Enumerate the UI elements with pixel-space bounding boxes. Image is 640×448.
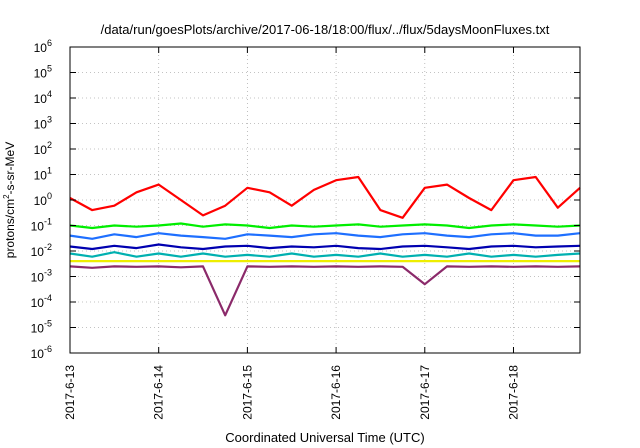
- y-tick-label: 10-5: [31, 319, 52, 336]
- series-line-5: [69, 251, 581, 258]
- x-tick-label: 2017-6-13: [63, 365, 77, 420]
- y-tick-label: 103: [34, 115, 52, 132]
- y-tick-label: 106: [34, 38, 52, 55]
- y-tick-label: 10-2: [31, 242, 52, 259]
- series-line-4: [69, 243, 581, 251]
- x-tick-label: 2017-6-17: [418, 365, 432, 420]
- x-tick-label: 2017-6-15: [240, 365, 254, 420]
- y-tick-label: 10-3: [31, 268, 52, 285]
- y-tick-label: 105: [34, 64, 52, 81]
- y-tick-label: 104: [34, 89, 52, 106]
- y-axis-label-suffix: -s-sr-MeV: [3, 142, 17, 195]
- series-line-1: [69, 175, 581, 219]
- x-tick-label: 2017-6-18: [506, 365, 520, 420]
- y-tick-label: 10-6: [31, 344, 52, 361]
- series-group: [69, 175, 581, 317]
- x-tick-label: 2017-6-16: [329, 365, 343, 420]
- series-line-2: [69, 222, 581, 230]
- y-tick-label: 10-4: [31, 293, 52, 310]
- y-tick-label: 10-1: [31, 217, 52, 234]
- series-line-7: [69, 265, 581, 317]
- x-tick-label: 2017-6-14: [152, 365, 166, 420]
- chart-title: /data/run/goesPlots/archive/2017-06-18/1…: [101, 22, 550, 37]
- series-line-3: [69, 232, 581, 240]
- y-tick-label: 101: [34, 166, 52, 183]
- y-axis-label: protons/cm2-s-sr-MeV: [2, 142, 17, 258]
- x-axis-label: Coordinated Universal Time (UTC): [225, 430, 424, 445]
- axis-ticks: 106 105 104 103 102 101 100 10-1 10-2 10-3 10-4 10-…: [31, 38, 580, 420]
- y-axis-label-superscript: 2: [2, 194, 11, 199]
- y-axis-label-prefix: protons/cm: [3, 199, 17, 258]
- y-tick-label: 102: [34, 140, 52, 157]
- y-tick-label: 100: [34, 191, 52, 208]
